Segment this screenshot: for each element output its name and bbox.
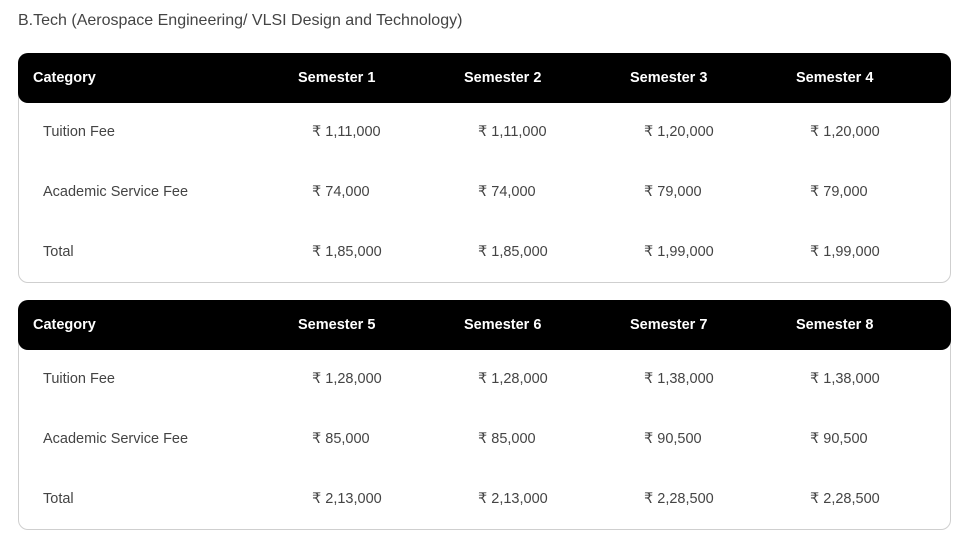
fee-table-semesters-5-8: Category Semester 5 Semester 6 Semester … [18, 300, 951, 530]
cell: ₹ 1,85,000 [478, 244, 548, 260]
cell: ₹ 1,38,000 [644, 371, 714, 387]
cell: ₹ 74,000 [312, 184, 370, 200]
table-row: Tuition Fee ₹ 1,11,000 ₹ 1,11,000 ₹ 1,20… [19, 102, 950, 162]
cell: ₹ 1,99,000 [644, 244, 714, 260]
cell: ₹ 79,000 [644, 184, 702, 200]
cell: ₹ 1,11,000 [478, 124, 547, 140]
row-label: Total [43, 244, 74, 260]
row-label: Tuition Fee [43, 124, 115, 140]
header-cell: Semester 1 [298, 70, 376, 86]
table-row: Academic Service Fee ₹ 85,000 ₹ 85,000 ₹… [19, 409, 950, 469]
page-title: B.Tech (Aerospace Engineering/ VLSI Desi… [18, 12, 463, 29]
cell: ₹ 2,13,000 [312, 491, 382, 507]
cell: ₹ 85,000 [478, 431, 536, 447]
cell: ₹ 1,20,000 [644, 124, 714, 140]
table-row: Tuition Fee ₹ 1,28,000 ₹ 1,28,000 ₹ 1,38… [19, 349, 950, 409]
row-label: Academic Service Fee [43, 184, 189, 200]
header-cell: Category [33, 317, 96, 333]
cell: ₹ 2,28,500 [810, 491, 880, 507]
cell: ₹ 1,85,000 [312, 244, 382, 260]
table-row: Total ₹ 1,85,000 ₹ 1,85,000 ₹ 1,99,000 ₹… [19, 222, 950, 282]
header-cell: Semester 3 [630, 70, 708, 86]
cell: ₹ 1,20,000 [810, 124, 880, 140]
cell: ₹ 2,13,000 [478, 491, 548, 507]
cell: ₹ 1,28,000 [478, 371, 548, 387]
cell: ₹ 79,000 [810, 184, 868, 200]
row-label: Academic Service Fee [43, 431, 189, 447]
cell: ₹ 1,28,000 [312, 371, 382, 387]
header-cell: Semester 7 [630, 317, 708, 333]
row-label: Total [43, 491, 74, 507]
cell: ₹ 1,99,000 [810, 244, 880, 260]
header-cell: Category [33, 70, 96, 86]
cell: ₹ 85,000 [312, 431, 370, 447]
table-row: Total ₹ 2,13,000 ₹ 2,13,000 ₹ 2,28,500 ₹… [19, 469, 950, 529]
cell: ₹ 1,38,000 [810, 371, 880, 387]
header-cell: Semester 5 [298, 317, 376, 333]
row-label: Tuition Fee [43, 371, 115, 387]
table-row: Academic Service Fee ₹ 74,000 ₹ 74,000 ₹… [19, 162, 950, 222]
header-cell: Semester 2 [464, 70, 542, 86]
header-cell: Semester 4 [796, 70, 874, 86]
cell: ₹ 90,500 [810, 431, 868, 447]
cell: ₹ 90,500 [644, 431, 702, 447]
fee-table-semesters-1-4: Category Semester 1 Semester 2 Semester … [18, 53, 951, 283]
cell: ₹ 2,28,500 [644, 491, 714, 507]
table-header: Category Semester 5 Semester 6 Semester … [18, 300, 951, 350]
header-cell: Semester 6 [464, 317, 542, 333]
header-cell: Semester 8 [796, 317, 874, 333]
cell: ₹ 74,000 [478, 184, 536, 200]
table-header: Category Semester 1 Semester 2 Semester … [18, 53, 951, 103]
cell: ₹ 1,11,000 [312, 124, 381, 140]
